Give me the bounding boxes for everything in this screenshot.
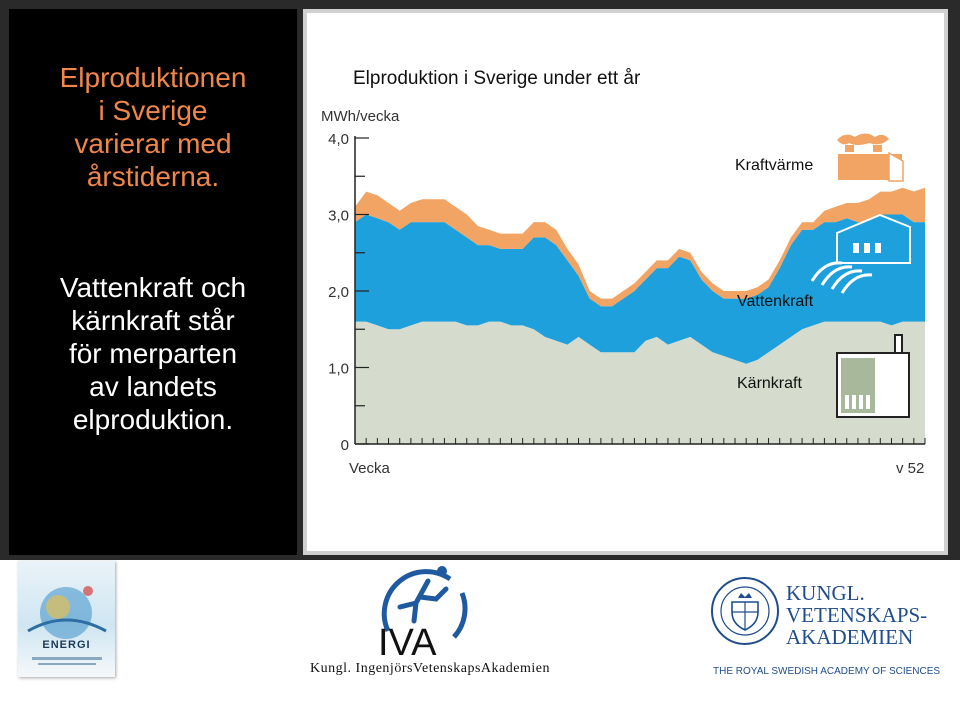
y-tick-label: 1,0: [328, 361, 349, 378]
body-line: för merparten: [68, 338, 238, 369]
body-line: Vattenkraft och: [59, 272, 247, 303]
kva-name-line: VETENSKAPS-: [786, 603, 928, 627]
body-line: elproduktion.: [72, 404, 234, 435]
y-tick-label: 3,0: [328, 208, 349, 225]
series-label-kraftvarme: Kraftvärme: [735, 157, 813, 174]
y-tick-label: 0: [341, 437, 349, 454]
series-label-karnkraft: Kärnkraft: [737, 375, 802, 392]
heading-line: årstiderna.: [86, 161, 220, 192]
body-line: kärnkraft står: [71, 305, 235, 336]
energi-poster-graphic: [27, 586, 107, 665]
chart-container: Elproduktion i Sverige under ett år MWh/…: [307, 13, 944, 551]
series-label-vattenkraft: Vattenkraft: [737, 293, 814, 310]
x-axis-end-label: v 52: [896, 460, 924, 477]
area-series-2: [355, 187, 925, 307]
iva-caption: Kungl. IngenjörsVetenskapsAkademien: [310, 661, 550, 676]
heading-line: Elproduktionen: [59, 62, 247, 93]
logo-bar: [0, 560, 960, 703]
slide-body-text: Vattenkraft och kärnkraft står för merpa…: [9, 271, 297, 436]
energi-title: ENERGI: [42, 639, 91, 651]
nuclear-plant-icon: [836, 334, 910, 418]
heading-line: i Sverige: [98, 95, 208, 126]
y-axis-label: MWh/vecka: [321, 108, 400, 125]
energi-poster-image: ENERGI: [18, 561, 115, 677]
chart-frame: Elproduktion i Sverige under ett år MWh/…: [303, 9, 948, 555]
heading-line: varierar med: [74, 128, 232, 159]
kva-name-line: AKADEMIEN: [786, 625, 914, 649]
area-series-0: [355, 321, 925, 444]
iva-logo: IVA: [378, 566, 468, 659]
kva-seal-logo: [711, 577, 779, 645]
y-tick-label: 4,0: [328, 131, 349, 148]
body-line: av landets: [89, 371, 217, 402]
chart-axes: 0 1,0 2,0 3,0 4,0: [328, 131, 926, 454]
area-chart: Elproduktion i Sverige under ett år MWh/…: [321, 68, 926, 477]
kva-name: KUNGL. VETENSKAPS- AKADEMIEN: [786, 582, 956, 648]
slide-heading: Elproduktionen i Sverige varierar med år…: [9, 61, 297, 193]
chart-areas: [355, 187, 925, 444]
y-tick-label: 2,0: [328, 284, 349, 301]
kva-name-line: KUNGL.: [786, 581, 865, 605]
chart-title: Elproduktion i Sverige under ett år: [353, 68, 641, 89]
left-text-panel: Elproduktionen i Sverige varierar med år…: [9, 9, 297, 555]
iva-letters: IVA: [378, 622, 437, 659]
hydro-plant-icon: [810, 213, 911, 294]
factory-icon: [836, 133, 904, 182]
area-series-1: [355, 214, 925, 364]
x-axis-label: Vecka: [349, 460, 391, 477]
kva-subtitle: THE ROYAL SWEDISH ACADEMY OF SCIENCES: [713, 666, 941, 677]
